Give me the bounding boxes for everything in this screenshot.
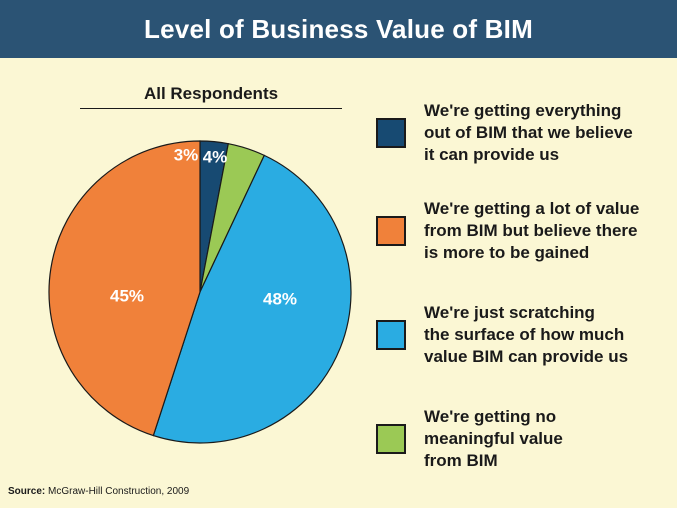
source-text: McGraw-Hill Construction, 2009 — [48, 486, 190, 497]
legend-label-everything: We're getting everything out of BIM that… — [424, 101, 633, 164]
chart-subtitle: All Respondents — [143, 84, 279, 103]
legend-item-everything: We're getting everything out of BIM that… — [376, 100, 676, 166]
title-bar: Level of Business Value of BIM — [0, 0, 677, 58]
legend-swatch-lot-of-value — [376, 216, 406, 246]
data-label-lot-of-value: 45% — [110, 286, 144, 305]
data-label-everything: 3% — [174, 145, 199, 164]
legend-item-scratching-surface: We're just scratching the surface of how… — [376, 302, 676, 368]
chart-title: Level of Business Value of BIM — [144, 13, 533, 44]
legend-item-no-value: We're getting no meaningful value from B… — [376, 406, 676, 472]
legend-label-no-value: We're getting no meaningful value from B… — [424, 407, 563, 470]
legend-swatch-no-value — [376, 424, 406, 454]
pie-slice-scratching-surface — [152, 154, 352, 444]
source-label: Source: — [8, 486, 46, 497]
data-label-scratching-surface: 48% — [263, 289, 297, 308]
source-note: Source: McGraw-Hill Construction, 2009 — [8, 486, 189, 497]
legend-swatch-scratching-surface — [376, 320, 406, 350]
legend-label-scratching-surface: We're just scratching the surface of how… — [424, 303, 629, 366]
subtitle-underline — [80, 108, 342, 109]
pie-slice-lot-of-value — [48, 140, 201, 437]
legend-item-lot-of-value: We're getting a lot of value from BIM bu… — [376, 198, 676, 264]
data-label-no-value: 4% — [203, 147, 228, 166]
legend-swatch-everything — [376, 118, 406, 148]
legend-label-lot-of-value: We're getting a lot of value from BIM bu… — [424, 199, 640, 262]
